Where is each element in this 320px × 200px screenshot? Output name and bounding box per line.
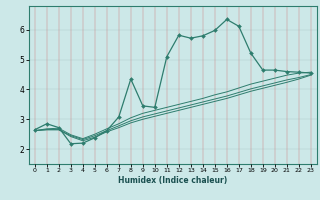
X-axis label: Humidex (Indice chaleur): Humidex (Indice chaleur)	[118, 176, 228, 185]
